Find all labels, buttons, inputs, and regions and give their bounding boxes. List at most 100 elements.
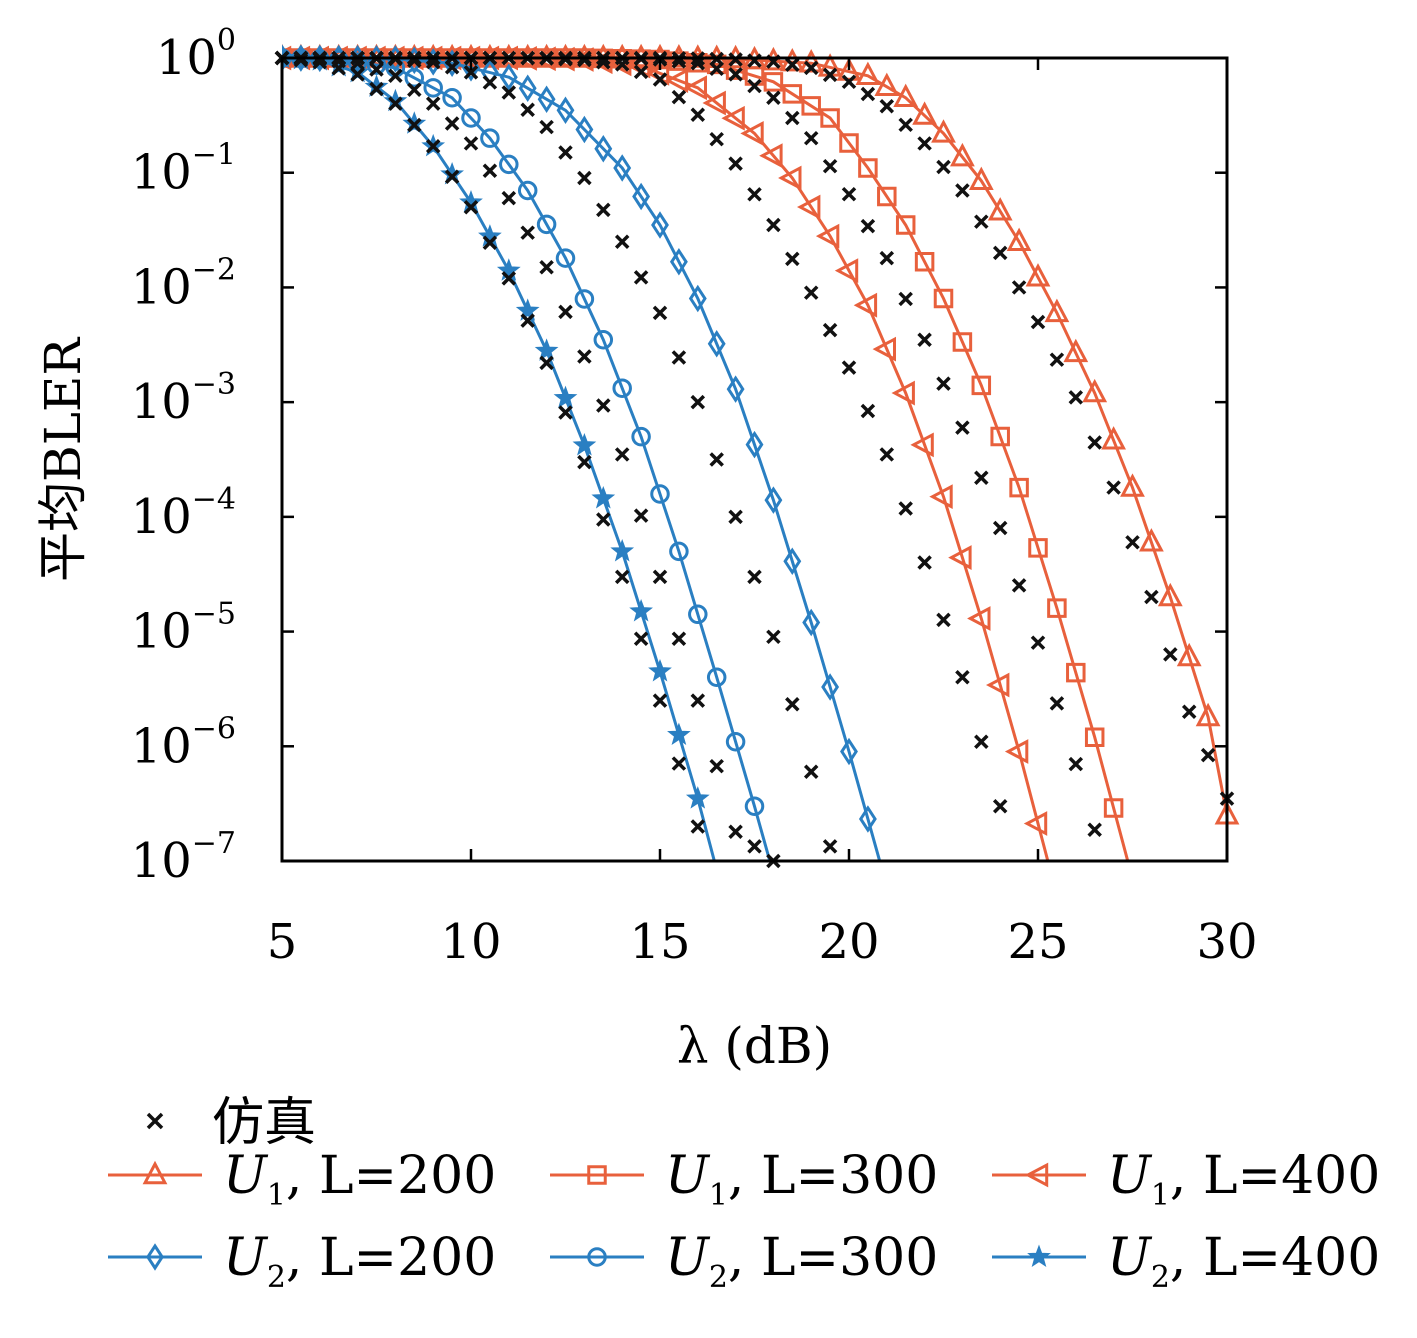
sim-point	[1011, 280, 1027, 295]
sim-point	[841, 74, 857, 90]
series-marker-0	[1006, 227, 1032, 251]
sim-point	[463, 200, 479, 215]
x-tick-label: 30	[1196, 914, 1257, 970]
series-marker-4	[612, 378, 632, 398]
sim-point	[728, 52, 743, 67]
series-marker-4	[423, 78, 443, 98]
sim-point	[1049, 696, 1065, 711]
sim-point	[633, 508, 649, 523]
series-marker-2	[853, 292, 878, 318]
sim-point	[331, 61, 346, 76]
series-marker-4	[725, 731, 746, 752]
sim-point	[1163, 647, 1178, 662]
series-marker-3	[783, 547, 802, 576]
sim-point	[709, 61, 724, 77]
sim-point	[652, 72, 668, 87]
series-marker-0	[1025, 263, 1051, 287]
sim-point	[671, 350, 687, 365]
series-marker-0	[1082, 378, 1108, 403]
series-marker-5	[553, 385, 578, 409]
series-marker-0	[912, 101, 937, 125]
series-marker-3	[726, 375, 745, 403]
series-marker-3	[688, 284, 707, 313]
series-marker-3	[632, 182, 651, 211]
series-marker-5	[610, 538, 635, 562]
series-marker-5	[629, 598, 653, 622]
series-marker-4	[461, 108, 481, 128]
sim-point	[539, 119, 554, 135]
series-marker-3	[518, 74, 537, 102]
sim-point	[482, 75, 498, 90]
legend-entry-u2-l300: U2, L=300	[550, 1228, 938, 1295]
sim-point	[596, 202, 611, 218]
series-marker-1	[1047, 598, 1067, 618]
series-marker-2	[796, 194, 821, 220]
sim-point	[803, 60, 819, 76]
series-marker-2	[778, 165, 802, 191]
y-tick-label: 10−3	[131, 367, 236, 430]
sim-point	[785, 697, 800, 712]
legend-var: U	[1107, 1146, 1153, 1206]
x-tick-label: 15	[629, 914, 690, 970]
sim-point	[955, 183, 970, 198]
sim-point	[974, 214, 989, 229]
series-marker-2	[664, 68, 689, 93]
series-marker-1	[1028, 538, 1048, 558]
series-marker-2	[967, 606, 991, 631]
series-layer	[282, 43, 1240, 861]
legend-sim-label: 仿真	[212, 1093, 316, 1153]
series-marker-5	[345, 59, 370, 83]
sim-point	[501, 271, 517, 286]
series-marker-0	[855, 61, 881, 85]
sim-point	[1011, 578, 1027, 593]
series-marker-5	[591, 485, 616, 509]
legend-label: U2, L=300	[665, 1228, 938, 1295]
series-marker-3	[802, 608, 821, 637]
y-tick-exponent: −4	[192, 482, 236, 517]
sim-point	[425, 96, 441, 111]
legend-entry-u2-l400: U2, L=400	[992, 1228, 1380, 1295]
legend-sub: 1	[1151, 1178, 1170, 1213]
series-marker-1	[914, 252, 935, 272]
series-marker-3	[745, 430, 764, 459]
legend-marker	[1027, 1244, 1051, 1268]
series-marker-4	[499, 154, 519, 175]
sim-point	[747, 187, 762, 202]
series-marker-0	[1157, 582, 1183, 607]
sim-point	[955, 420, 970, 435]
legend-label: U2, L=400	[1107, 1228, 1380, 1295]
legend-sub: 1	[709, 1178, 728, 1213]
legend-marker	[142, 1160, 168, 1185]
sim-point	[860, 218, 876, 234]
sim-point	[879, 447, 895, 462]
simulation-1	[274, 50, 1102, 838]
series-marker-1	[839, 133, 859, 153]
x-axis-label: λ (dB)	[677, 1017, 832, 1075]
series-marker-2	[891, 380, 915, 406]
series-u2-l200	[282, 44, 925, 861]
y-tick-exponent: −3	[192, 367, 236, 402]
sim-point	[539, 259, 554, 275]
sim-point	[633, 64, 649, 80]
sim-point	[369, 81, 384, 97]
sim-point	[822, 322, 838, 338]
series-marker-0	[874, 72, 900, 96]
series-marker-1	[763, 72, 784, 92]
sim-point	[388, 96, 403, 111]
sim-point	[539, 355, 554, 371]
series-marker-4	[555, 248, 576, 268]
y-tick-label: 100	[156, 23, 236, 86]
series-marker-1	[744, 66, 765, 86]
series-marker-3	[858, 805, 877, 833]
sim-point	[1049, 352, 1065, 367]
sim-point	[558, 145, 573, 160]
sim-point	[614, 447, 630, 462]
legend-sub: 2	[709, 1260, 728, 1295]
sim-point	[501, 190, 517, 206]
sim-point	[917, 555, 932, 570]
series-marker-0	[1139, 528, 1164, 552]
legend-sub: 2	[267, 1260, 286, 1295]
simulation-0	[274, 50, 1235, 806]
y-tick-exponent: −5	[192, 597, 236, 632]
series-marker-0	[1195, 702, 1221, 727]
